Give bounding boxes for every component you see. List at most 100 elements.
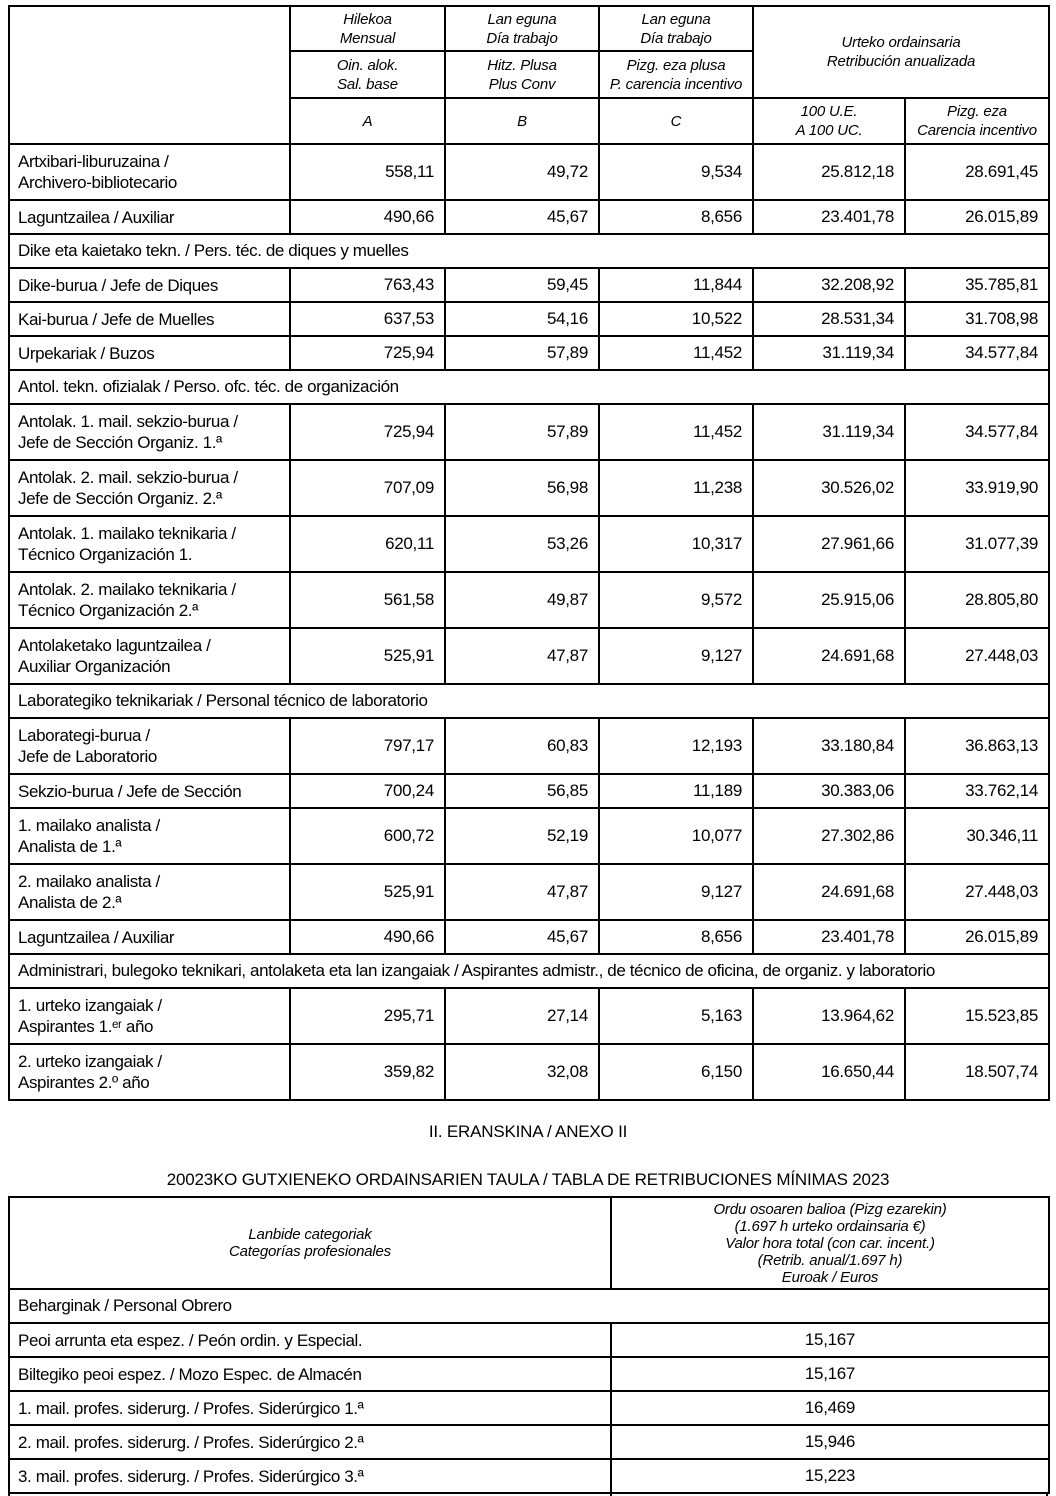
value-cell: 707,09	[289, 459, 446, 517]
value-cell: 31.119,34	[752, 335, 906, 371]
table-row: 2. mail. profes. siderurg. / Profes. Sid…	[8, 1424, 1050, 1460]
section-label: Dike eta kaietako tekn. / Pers. téc. de …	[7, 233, 1051, 269]
value-cell: 11,189	[598, 773, 754, 809]
category-cell: Peoi arrunta eta espez. / Peón ordin. y …	[8, 1322, 612, 1358]
value-cell: 30.526,02	[752, 459, 906, 517]
category-label-line: Artxibari-liburuzaina /	[18, 152, 169, 171]
col-header-workday-b: Lan eguna Día trabajo	[444, 5, 600, 52]
header-line: Retribución anualizada	[826, 53, 976, 70]
value-cell: 25.812,18	[752, 143, 906, 201]
section-label: Beharginak / Personal Obrero	[8, 1288, 1050, 1324]
value-cell: 47,87	[444, 863, 600, 921]
category-label-line: 1. mailako analista /	[18, 816, 160, 835]
category-cell: Kai-burua / Jefe de Muelles	[8, 301, 291, 337]
value-cell: 15,946	[610, 1424, 1050, 1460]
header-row-2: Oin. alok. Sal. base Hitz. Plusa Plus Co…	[9, 50, 1049, 99]
category-cell: Dike-burua / Jefe de Diques	[8, 267, 291, 303]
salary-table: Hilekoa Mensual Lan eguna Día trabajo La…	[7, 5, 1051, 1101]
value-cell: 620,11	[289, 515, 446, 573]
section-label: Antol. tekn. ofizialak / Perso. ofc. téc…	[7, 369, 1051, 405]
category-label-line: 2. mail. profes. siderurg. / Profes. Sid…	[18, 1432, 364, 1452]
value-cell: 10,317	[598, 515, 754, 573]
category-label-line: Laguntzailea / Auxiliar	[18, 927, 175, 947]
col-header-base-salary: Oin. alok. Sal. base	[289, 50, 446, 99]
header-row-3: A B C 100 U.E. A 100 UC. Pizg. eza Caren…	[9, 97, 1051, 145]
table-row: Antolak. 2. mail. sekzio-burua / Jefe de …	[8, 459, 1051, 517]
category-label-line: Antolaketako laguntzailea /	[18, 636, 211, 655]
header-line: (Retrib. anual/1.697 h)	[757, 1251, 903, 1269]
section-row: Dike eta kaietako tekn. / Pers. téc. de …	[7, 233, 1051, 269]
value-cell: 359,82	[289, 1043, 446, 1101]
category-label-line: Dike-burua / Jefe de Diques	[18, 275, 218, 295]
header-line: Lan eguna	[487, 10, 557, 28]
value-cell: 11,844	[598, 267, 754, 303]
header-line: Día trabajo	[640, 29, 712, 47]
header-line: A 100 UC.	[795, 122, 863, 139]
category-cell: Antolak. 2. mailako teknikaria / Técnico …	[8, 571, 291, 629]
value-cell: 561,58	[289, 571, 446, 629]
header-line: Urteko ordainsaria	[841, 34, 961, 51]
header-line: Oin. alok.	[336, 56, 399, 74]
category-label-line: Antolak. 2. mail. sekzio-burua /	[18, 468, 238, 487]
value-cell: 28.805,80	[903, 571, 1051, 629]
col-header-carencia: Pizg. eza plusa P. carencia incentivo	[598, 50, 754, 99]
value-cell: 26.015,89	[903, 199, 1051, 235]
value-cell: 60,83	[444, 717, 600, 775]
value-cell: 763,43	[289, 267, 446, 303]
value-cell: 34.577,84	[903, 403, 1051, 461]
category-label-line: Aspirantes 1.ᵉʳ año	[18, 1017, 154, 1036]
cropped-divider	[610, 1492, 612, 1496]
category-cell: Antolaketako laguntzailea / Auxiliar Orga…	[8, 627, 291, 685]
value-cell: 525,91	[289, 863, 446, 921]
value-cell: 52,19	[444, 807, 600, 865]
col-header-categories: Lanbide categoriak Categorías profesiona…	[8, 1196, 612, 1290]
value-cell: 490,66	[289, 919, 446, 955]
category-label-line: 2. urteko izangaiak /	[18, 1052, 162, 1071]
value-cell: 49,87	[444, 571, 600, 629]
section-row: Administrari, bulegoko teknikari, antola…	[7, 953, 1051, 989]
value-cell: 725,94	[289, 335, 446, 371]
category-label-line: Antolak. 2. mailako teknikaria /	[18, 580, 236, 599]
value-cell: 56,85	[444, 773, 600, 809]
salary-table-header: Hilekoa Mensual Lan eguna Día trabajo La…	[8, 5, 1051, 145]
category-cell: Sekzio-burua / Jefe de Sección	[8, 773, 291, 809]
value-cell: 15,167	[610, 1356, 1050, 1392]
value-cell: 31.708,98	[903, 301, 1051, 337]
annex-heading: II. ERANSKINA / ANEXO II	[428, 1122, 628, 1141]
value-cell: 57,89	[444, 403, 600, 461]
category-label-line: Antolak. 1. mailako teknikaria /	[18, 524, 236, 543]
table-row: 1. mailako analista / Analista de 1.ª 600,…	[8, 807, 1051, 865]
table-row: Biltegiko peoi espez. / Mozo Espec. de A…	[8, 1356, 1050, 1392]
header-line: Hilekoa	[343, 10, 392, 28]
section-row: Beharginak / Personal Obrero	[8, 1288, 1050, 1324]
category-label-line: 3. mail. profes. siderurg. / Profes. Sid…	[18, 1466, 364, 1486]
col-header-hour-value: Ordu osoaren balioa (Pizg ezarekin) (1.6…	[610, 1196, 1050, 1290]
table-row: Urpekariak / Buzos 725,94 57,89 11,452 31.11…	[8, 335, 1051, 371]
table-row: 1. urteko izangaiak / Aspirantes 1.ᵉʳ año…	[8, 987, 1051, 1045]
category-cell: Laborategi-burua / Jefe de Laboratorio	[8, 717, 291, 775]
value-cell: 56,98	[444, 459, 600, 517]
category-cell: Artxibari-liburuzaina / Archivero-bibliot…	[8, 143, 291, 201]
header-line: Euroak / Euros	[781, 1268, 879, 1286]
value-cell: 32.208,92	[752, 267, 906, 303]
category-cell: Antolak. 1. mail. sekzio-burua / Jefe de …	[8, 403, 291, 461]
value-cell: 13.964,62	[752, 987, 906, 1045]
value-cell: 797,17	[289, 717, 446, 775]
header-row: Lanbide categoriak Categorías profesiona…	[8, 1196, 1050, 1290]
value-cell: 700,24	[289, 773, 446, 809]
value-cell: 47,87	[444, 627, 600, 685]
col-header-workday-c: Lan eguna Día trabajo	[598, 5, 754, 52]
value-cell: 31.077,39	[903, 515, 1051, 573]
value-cell: 45,67	[444, 199, 600, 235]
corner-cell	[8, 5, 291, 145]
category-label-line: Jefe de Sección Organiz. 2.ª	[18, 489, 222, 508]
col-header-plus-conv: Hitz. Plusa Plus Conv	[444, 50, 600, 99]
value-cell: 24.691,68	[752, 627, 906, 685]
category-label-line: Jefe de Laboratorio	[18, 747, 157, 766]
header-line: Mensual	[339, 29, 396, 47]
value-cell: 27.448,03	[903, 863, 1051, 921]
value-cell: 59,45	[444, 267, 600, 303]
category-label-line: Kai-burua / Jefe de Muelles	[18, 309, 215, 329]
table-row: 2. urteko izangaiak / Aspirantes 2.º año 3…	[8, 1043, 1051, 1101]
value-cell: 637,53	[289, 301, 446, 337]
